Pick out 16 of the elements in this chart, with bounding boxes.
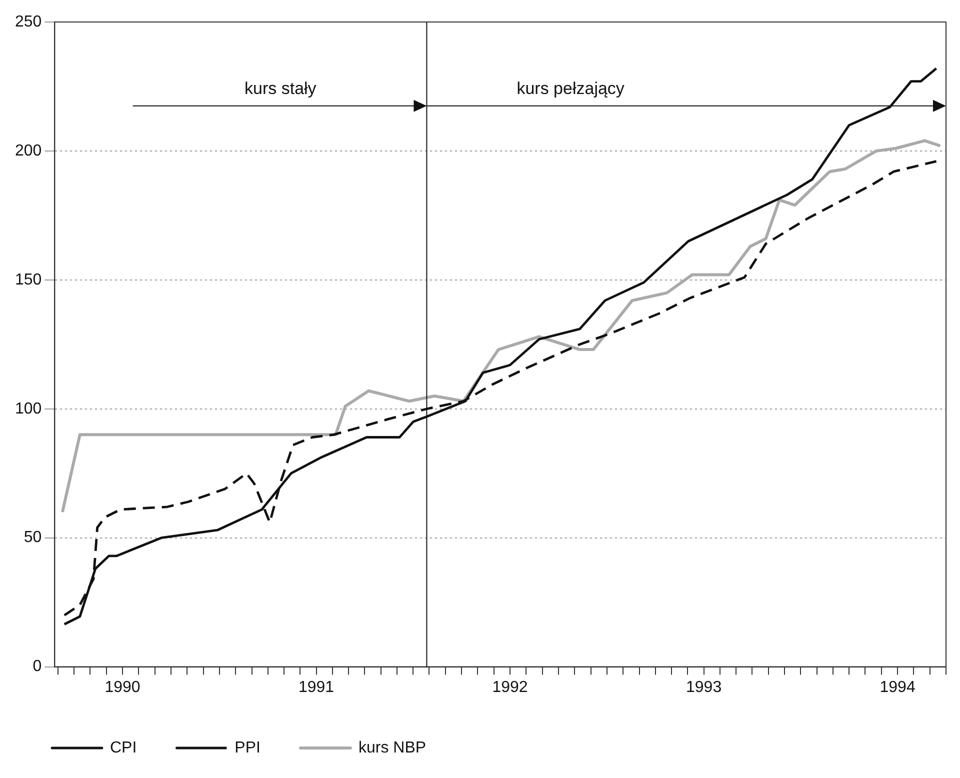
y-tick-label: 50 <box>24 529 42 546</box>
x-tick-label: 1992 <box>492 678 528 696</box>
y-tick-label: 100 <box>14 400 42 418</box>
annotation: kurs stały <box>244 78 317 98</box>
legend-label: PPI <box>234 739 260 756</box>
x-tick-label: 1993 <box>686 678 722 696</box>
legend-label: kurs NBP <box>358 739 426 756</box>
legend-label: CPI <box>110 739 137 756</box>
y-tick-label: 0 <box>32 658 42 676</box>
y-tick-label: 150 <box>14 271 42 288</box>
x-tick-label: 1990 <box>104 678 140 696</box>
annotation: kurs pełzający <box>516 78 625 98</box>
y-tick-label: 250 <box>14 13 42 30</box>
x-tick-label: 1991 <box>298 678 334 696</box>
y-tick-label: 200 <box>14 142 42 160</box>
x-tick-label: 1994 <box>880 678 916 696</box>
